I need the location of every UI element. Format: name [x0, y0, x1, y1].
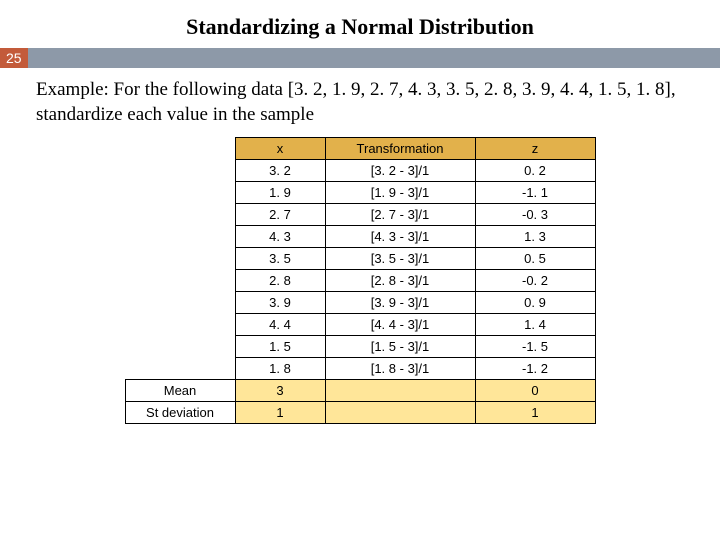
cell-t: [3. 5 - 3]/1: [325, 248, 475, 270]
col-header-x: x: [235, 138, 325, 160]
cell-x: 1. 5: [235, 336, 325, 358]
cell-x: 2. 8: [235, 270, 325, 292]
mean-t: [325, 380, 475, 402]
cell-z: 0. 9: [475, 292, 595, 314]
cell-t: [1. 8 - 3]/1: [325, 358, 475, 380]
sd-x: 1: [235, 402, 325, 424]
table-row: 1. 5[1. 5 - 3]/1-1. 5: [125, 336, 595, 358]
spacer: [125, 204, 235, 226]
sd-label: St deviation: [125, 402, 235, 424]
cell-z: 0. 2: [475, 160, 595, 182]
spacer: [125, 270, 235, 292]
cell-t: [1. 5 - 3]/1: [325, 336, 475, 358]
table-row: 3. 5[3. 5 - 3]/10. 5: [125, 248, 595, 270]
slide-title: Standardizing a Normal Distribution: [0, 0, 720, 48]
cell-x: 1. 9: [235, 182, 325, 204]
cell-z: -1. 5: [475, 336, 595, 358]
cell-t: [3. 2 - 3]/1: [325, 160, 475, 182]
cell-z: 1. 4: [475, 314, 595, 336]
slide-number-badge: 25: [0, 48, 28, 68]
cell-z: 0. 5: [475, 248, 595, 270]
table-header-row: x Transformation z: [125, 138, 595, 160]
spacer: [125, 226, 235, 248]
slide-number-bar: 25: [0, 48, 720, 68]
spacer: [125, 358, 235, 380]
cell-x: 3. 9: [235, 292, 325, 314]
cell-z: -1. 2: [475, 358, 595, 380]
mean-x: 3: [235, 380, 325, 402]
cell-t: [3. 9 - 3]/1: [325, 292, 475, 314]
example-text: Example: For the following data [3. 2, 1…: [0, 78, 720, 137]
standardization-table: x Transformation z 3. 2[3. 2 - 3]/10. 21…: [125, 137, 596, 424]
cell-t: [4. 3 - 3]/1: [325, 226, 475, 248]
cell-t: [2. 7 - 3]/1: [325, 204, 475, 226]
table-row: 1. 8[1. 8 - 3]/1-1. 2: [125, 358, 595, 380]
spacer: [125, 336, 235, 358]
spacer: [125, 138, 235, 160]
cell-x: 4. 4: [235, 314, 325, 336]
mean-z: 0: [475, 380, 595, 402]
table-row: 1. 9[1. 9 - 3]/1-1. 1: [125, 182, 595, 204]
sd-t: [325, 402, 475, 424]
sd-z: 1: [475, 402, 595, 424]
table-row: 2. 8[2. 8 - 3]/1-0. 2: [125, 270, 595, 292]
cell-x: 3. 5: [235, 248, 325, 270]
cell-z: -0. 3: [475, 204, 595, 226]
spacer: [125, 248, 235, 270]
cell-x: 3. 2: [235, 160, 325, 182]
cell-z: 1. 3: [475, 226, 595, 248]
cell-z: -0. 2: [475, 270, 595, 292]
cell-t: [2. 8 - 3]/1: [325, 270, 475, 292]
table-row: 3. 2[3. 2 - 3]/10. 2: [125, 160, 595, 182]
cell-x: 1. 8: [235, 358, 325, 380]
table-row: 2. 7[2. 7 - 3]/1-0. 3: [125, 204, 595, 226]
mean-label: Mean: [125, 380, 235, 402]
col-header-z: z: [475, 138, 595, 160]
mean-row: Mean 3 0: [125, 380, 595, 402]
spacer: [125, 292, 235, 314]
title-bar: [28, 48, 720, 68]
cell-t: [4. 4 - 3]/1: [325, 314, 475, 336]
cell-z: -1. 1: [475, 182, 595, 204]
spacer: [125, 314, 235, 336]
spacer: [125, 160, 235, 182]
spacer: [125, 182, 235, 204]
cell-x: 4. 3: [235, 226, 325, 248]
sd-row: St deviation 1 1: [125, 402, 595, 424]
cell-x: 2. 7: [235, 204, 325, 226]
table-row: 4. 3[4. 3 - 3]/11. 3: [125, 226, 595, 248]
table-row: 4. 4[4. 4 - 3]/11. 4: [125, 314, 595, 336]
col-header-transformation: Transformation: [325, 138, 475, 160]
cell-t: [1. 9 - 3]/1: [325, 182, 475, 204]
table-row: 3. 9[3. 9 - 3]/10. 9: [125, 292, 595, 314]
